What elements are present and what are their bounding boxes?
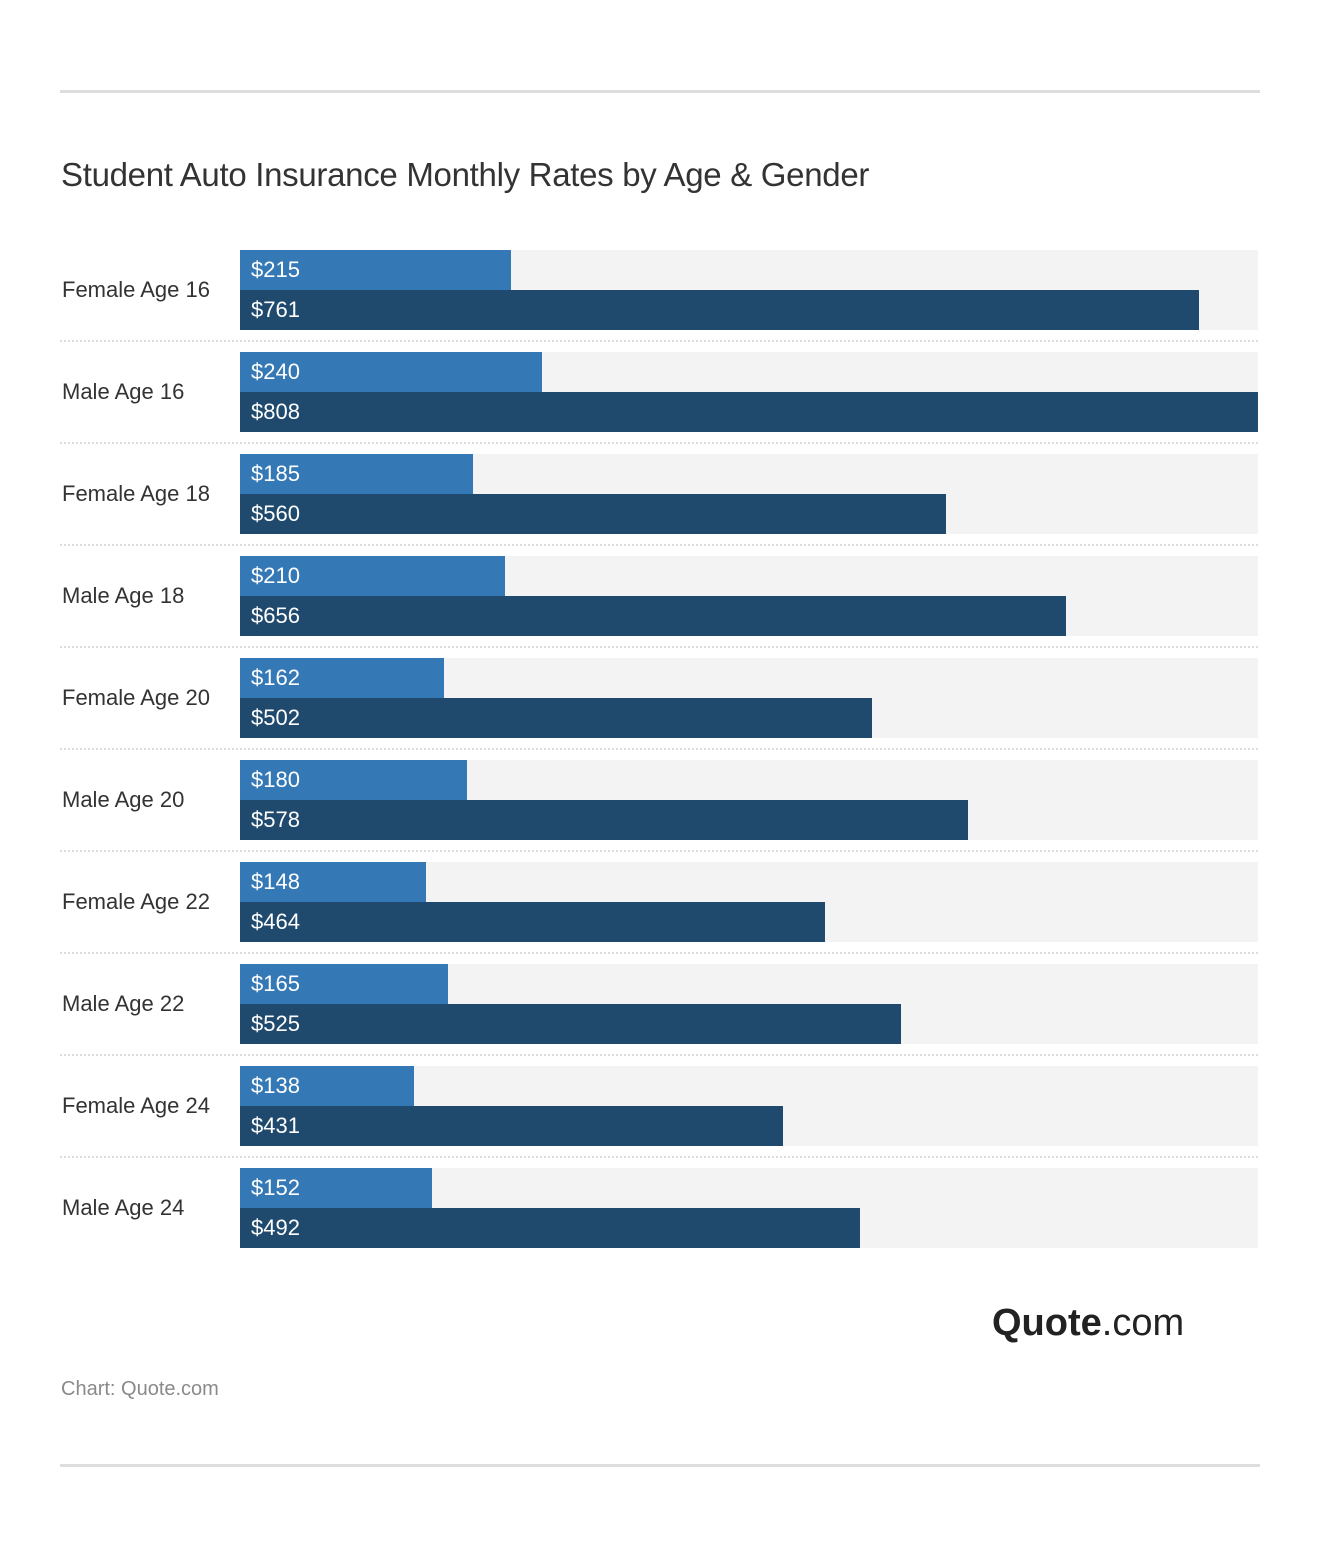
chart-row: Male Age 22 $165 $525 — [60, 964, 1258, 1056]
category-label: Female Age 16 — [62, 277, 210, 302]
bar-series-1: $165 — [240, 964, 448, 1004]
chart-row: Male Age 20 $180 $578 — [60, 760, 1258, 852]
bar-track: $148 $464 — [240, 862, 1258, 942]
bar-track: $162 $502 — [240, 658, 1258, 738]
bar-series-2: $656 — [240, 596, 1066, 636]
category-label: Male Age 20 — [62, 787, 185, 812]
row-divider — [60, 442, 1258, 444]
bottom-divider — [60, 1464, 1260, 1467]
category-label: Male Age 24 — [62, 1195, 185, 1220]
logo-bold: Quote — [992, 1302, 1102, 1344]
chart-title: Student Auto Insurance Monthly Rates by … — [61, 156, 870, 193]
category-label: Female Age 20 — [62, 685, 210, 710]
category-label: Female Age 24 — [62, 1093, 210, 1118]
bar-track: $138 $431 — [240, 1066, 1258, 1146]
bar-track: $180 $578 — [240, 760, 1258, 840]
bar-series-1: $162 — [240, 658, 444, 698]
bar-series-1: $180 — [240, 760, 467, 800]
row-divider — [60, 1156, 1258, 1158]
bar-series-1: $138 — [240, 1066, 414, 1106]
chart-source: Chart: Quote.com — [61, 1378, 219, 1400]
bar-series-2: $560 — [240, 494, 946, 534]
chart-row: Female Age 18 $185 $560 — [60, 454, 1258, 546]
chart-row: Female Age 16 $215 $761 — [60, 250, 1258, 342]
category-label: Female Age 18 — [62, 481, 210, 506]
chart-row: Female Age 22 $148 $464 — [60, 862, 1258, 954]
bar-series-1: $148 — [240, 862, 426, 902]
bar-chart: Female Age 16 $215 $761 Male Age 16 $240 $808… — [60, 250, 1258, 1270]
bar-series-2: $431 — [240, 1106, 783, 1146]
row-divider — [60, 544, 1258, 546]
top-divider — [60, 90, 1260, 93]
bar-series-2: $808 — [240, 392, 1258, 432]
row-divider — [60, 646, 1258, 648]
row-divider — [60, 1054, 1258, 1056]
row-divider — [60, 748, 1258, 750]
bar-track: $210 $656 — [240, 556, 1258, 636]
bar-series-2: $761 — [240, 290, 1199, 330]
bar-track: $152 $492 — [240, 1168, 1258, 1248]
category-label: Male Age 22 — [62, 991, 185, 1016]
bar-series-1: $185 — [240, 454, 473, 494]
bar-series-1: $240 — [240, 352, 542, 392]
bar-series-1: $152 — [240, 1168, 432, 1208]
bar-track: $185 $560 — [240, 454, 1258, 534]
row-divider — [60, 340, 1258, 342]
category-label: Male Age 18 — [62, 583, 185, 608]
bar-series-2: $502 — [240, 698, 872, 738]
logo-suffix: .com — [1101, 1302, 1185, 1344]
row-divider — [60, 850, 1258, 852]
bar-track: $240 $808 — [240, 352, 1258, 432]
bar-track: $165 $525 — [240, 964, 1258, 1044]
category-label: Female Age 22 — [62, 889, 210, 914]
chart-row: Male Age 24 $152 $492 — [60, 1168, 1258, 1248]
quote-logo: Quote.com — [992, 1302, 1184, 1345]
chart-row: Male Age 16 $240 $808 — [60, 352, 1258, 444]
row-divider — [60, 952, 1258, 954]
bar-track: $215 $761 — [240, 250, 1258, 330]
chart-row: Female Age 24 $138 $431 — [60, 1066, 1258, 1158]
category-label: Male Age 16 — [62, 379, 185, 404]
chart-row: Male Age 18 $210 $656 — [60, 556, 1258, 648]
bar-series-2: $492 — [240, 1208, 860, 1248]
chart-row: Female Age 20 $162 $502 — [60, 658, 1258, 750]
bar-series-2: $578 — [240, 800, 968, 840]
bar-series-2: $464 — [240, 902, 825, 942]
bar-series-1: $210 — [240, 556, 505, 596]
bar-series-1: $215 — [240, 250, 511, 290]
bar-series-2: $525 — [240, 1004, 901, 1044]
